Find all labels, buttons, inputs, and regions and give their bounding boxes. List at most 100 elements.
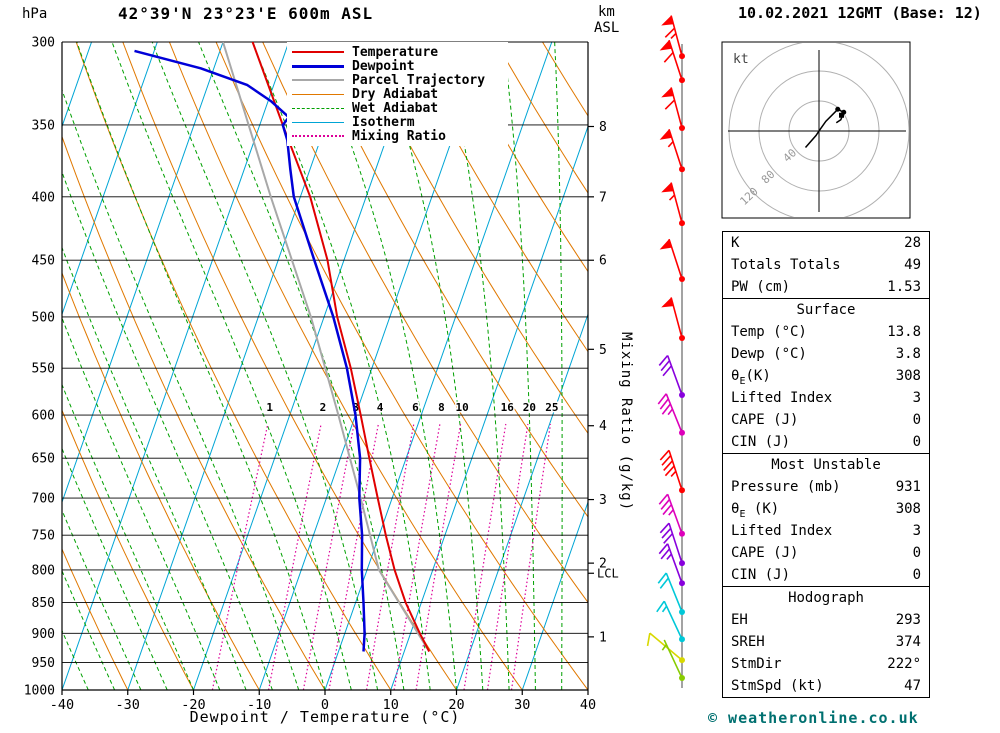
wind-level-dot <box>679 675 685 682</box>
wind-barb <box>661 15 685 60</box>
legend-item-label: Parcel Trajectory <box>352 72 486 88</box>
table-row-label: Lifted Index <box>731 523 833 539</box>
dry-adiabat-line <box>355 42 588 435</box>
wind-barb <box>659 449 685 494</box>
dry-adiabat-line <box>168 42 523 690</box>
table-row-label: CIN (J) <box>731 567 791 583</box>
table-row-value: 374 <box>895 634 921 650</box>
legend-item: Isotherm <box>292 114 508 130</box>
table-row: EH 293 <box>723 609 929 631</box>
mixing-ratio-value-label: 4 <box>377 401 384 414</box>
wind-barb <box>659 238 685 283</box>
pressure-tick-label: 1000 <box>24 684 55 699</box>
table-row: CIN (J) 0 <box>723 564 929 586</box>
table-row: SREH 374 <box>723 631 929 653</box>
altitude-tick-label: 7 <box>599 190 607 205</box>
mixing-ratio-line <box>393 423 441 690</box>
legend-line-swatch <box>292 107 344 109</box>
table-row-value: 0 <box>912 567 921 583</box>
altitude-tick-label: 8 <box>599 120 607 135</box>
table-row: Pressure (mb) 931 <box>723 476 929 498</box>
table-row-value: 3 <box>912 523 921 539</box>
wind-level-dot <box>679 636 685 643</box>
table-row: StmDir 222° <box>723 653 929 675</box>
table-row: Temp (°C) 13.8 <box>723 321 929 343</box>
legend-item: Dry Adiabat <box>292 86 508 102</box>
table-row-label: CIN (J) <box>731 434 791 450</box>
table-row-value: 3 <box>912 390 921 406</box>
wind-level-dot <box>679 560 685 567</box>
isotherm-line <box>390 124 588 690</box>
altitude-axis-unit-km: km <box>598 4 615 20</box>
legend-line-swatch <box>292 93 344 95</box>
mixing-ratio-value-label: 3 <box>353 401 360 414</box>
table-row: K 28 <box>723 232 929 254</box>
pressure-tick-label: 550 <box>32 362 55 377</box>
table-row-label: CAPE (J) <box>731 545 799 561</box>
temperature-axis: -40 -30 -20 -10 0 10 20 30 40 <box>50 690 596 713</box>
legend-item: Dewpoint <box>292 59 508 74</box>
pressure-tick-label: 950 <box>32 656 55 671</box>
isotherm-line <box>0 42 26 690</box>
wind-barb <box>661 87 685 132</box>
table-title: Most Unstable <box>771 457 881 473</box>
wind-level-dot <box>679 429 685 436</box>
pressure-tick-label: 350 <box>32 118 55 133</box>
pressure-tick-label: 800 <box>32 563 55 578</box>
valid-datetime: 10.02.2021 12GMT (Base: 12) <box>738 4 982 22</box>
wet-adiabat-line <box>62 88 300 690</box>
wet-adiabat-line <box>76 42 326 690</box>
dewpoint-curve <box>134 49 366 652</box>
wind-barb <box>661 182 685 227</box>
table-row: Totals Totals 49 <box>723 254 929 276</box>
wet-adiabat-line <box>151 42 379 690</box>
altitude-tick-label: 4 <box>599 419 607 434</box>
wet-adiabat-line <box>62 383 194 690</box>
temperature-tick-label: 20 <box>448 697 464 713</box>
wind-level-dot <box>679 391 685 398</box>
wet-adiabat-line <box>62 569 116 690</box>
pressure-tick-label: 400 <box>32 190 55 205</box>
isotherm-line <box>62 42 290 690</box>
wind-barb <box>661 639 685 682</box>
legend-item-label: Dry Adiabat <box>352 86 439 102</box>
wind-barb <box>658 354 685 398</box>
table-row-label: Totals Totals <box>731 257 841 273</box>
wind-level-dot <box>679 77 685 84</box>
temperature-tick-label: -30 <box>116 697 140 713</box>
table-row-label: Pressure (mb) <box>731 479 841 495</box>
table-row-value: 293 <box>895 612 921 628</box>
wind-barb <box>657 393 685 436</box>
legend-item-label: Isotherm <box>352 114 415 130</box>
wind-level-dot <box>679 657 685 664</box>
table-indices: K 28 Totals Totals 49 PW (cm) 1.53 <box>722 231 930 299</box>
mixing-ratio-line <box>328 423 379 690</box>
table-row-label: K <box>731 235 740 251</box>
mixing-ratio-line <box>463 423 507 690</box>
temperature-tick-label: 30 <box>514 697 530 713</box>
table-row-label: SREH <box>731 634 765 650</box>
wind-level-dot <box>679 125 685 132</box>
isotherm-line <box>127 42 356 690</box>
wind-level-dot <box>679 335 685 342</box>
wet-adiabat-line <box>502 42 536 690</box>
mixing-ratio-axis-label: Mixing Ratio (g/kg) <box>618 332 634 512</box>
table-row-value: 308 <box>895 368 921 384</box>
dry-adiabat-line <box>402 42 588 353</box>
pressure-tick-label: 700 <box>32 492 55 507</box>
wind-level-dot <box>679 166 685 173</box>
wind-barb <box>656 600 685 643</box>
dry-adiabat-line <box>262 42 588 604</box>
table-row-value: 308 <box>895 501 921 517</box>
table-most-unstable: Most Unstable Pressure (mb) 931 θE (K) 308 Li… <box>722 453 930 587</box>
pressure-tick-label: 750 <box>32 529 55 544</box>
legend-item: Mixing Ratio <box>292 129 508 144</box>
table-row-label: θE(K) <box>731 368 771 387</box>
legend-item-label: Wet Adiabat <box>352 100 439 116</box>
pressure-tick-label: 300 <box>32 36 55 51</box>
wind-barb <box>659 39 685 84</box>
table-row: CIN (J) 0 <box>723 431 929 453</box>
mixing-ratio-line <box>510 423 552 690</box>
